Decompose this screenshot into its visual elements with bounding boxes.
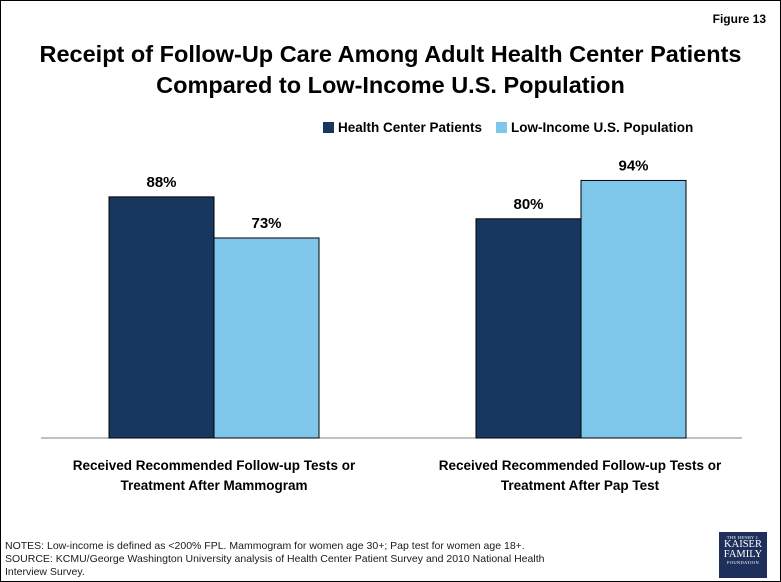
legend-label-health-center: Health Center Patients — [338, 120, 483, 135]
bar-health-center-0 — [108, 196, 215, 439]
figure-label: Figure 13 — [712, 12, 766, 26]
logo-bottom-text: FOUNDATION — [727, 560, 759, 565]
data-label-low-income-1: 94% — [618, 157, 648, 174]
bar-chart: 88% 80% 73% 94% — [41, 157, 742, 439]
chart-legend: Health Center Patients Low-Income U.S. P… — [323, 120, 707, 135]
chart-title: Receipt of Follow-Up Care Among Adult He… — [39, 41, 742, 98]
notes-source: NOTES: Low-income is defined as <200% FP… — [5, 540, 625, 579]
kaiser-family-foundation-logo: THE HENRY J. KAISER FAMILY FOUNDATION — [719, 532, 767, 578]
data-label-health-center-1: 80% — [513, 196, 543, 213]
legend-item-health-center: Health Center Patients — [323, 120, 482, 135]
logo-top-text: THE HENRY J. — [726, 535, 760, 540]
notes-text: NOTES: Low-income is defined as <200% FP… — [5, 540, 525, 552]
legend-swatch-low-income — [496, 122, 508, 133]
data-label-low-income-0: 73% — [251, 215, 281, 232]
bar-low-income-0 — [213, 237, 320, 439]
bar-low-income-1 — [580, 179, 687, 439]
legend-label-low-income: Low-Income U.S. Population — [511, 120, 694, 135]
source-text: SOURCE: KCMU/George Washington Universit… — [5, 553, 545, 578]
category-label-pap-test: Received Recommended Follow-up Tests or … — [438, 458, 722, 493]
category-label-mammogram: Received Recommended Follow-up Tests or … — [72, 458, 356, 493]
bar-health-center-1 — [475, 218, 582, 439]
legend-item-low-income: Low-Income U.S. Population — [496, 120, 693, 135]
logo-line1: KAISER — [724, 539, 762, 550]
legend-swatch-health-center — [323, 122, 334, 133]
data-label-health-center-0: 88% — [146, 174, 176, 191]
logo-line2: FAMILY — [723, 549, 763, 560]
